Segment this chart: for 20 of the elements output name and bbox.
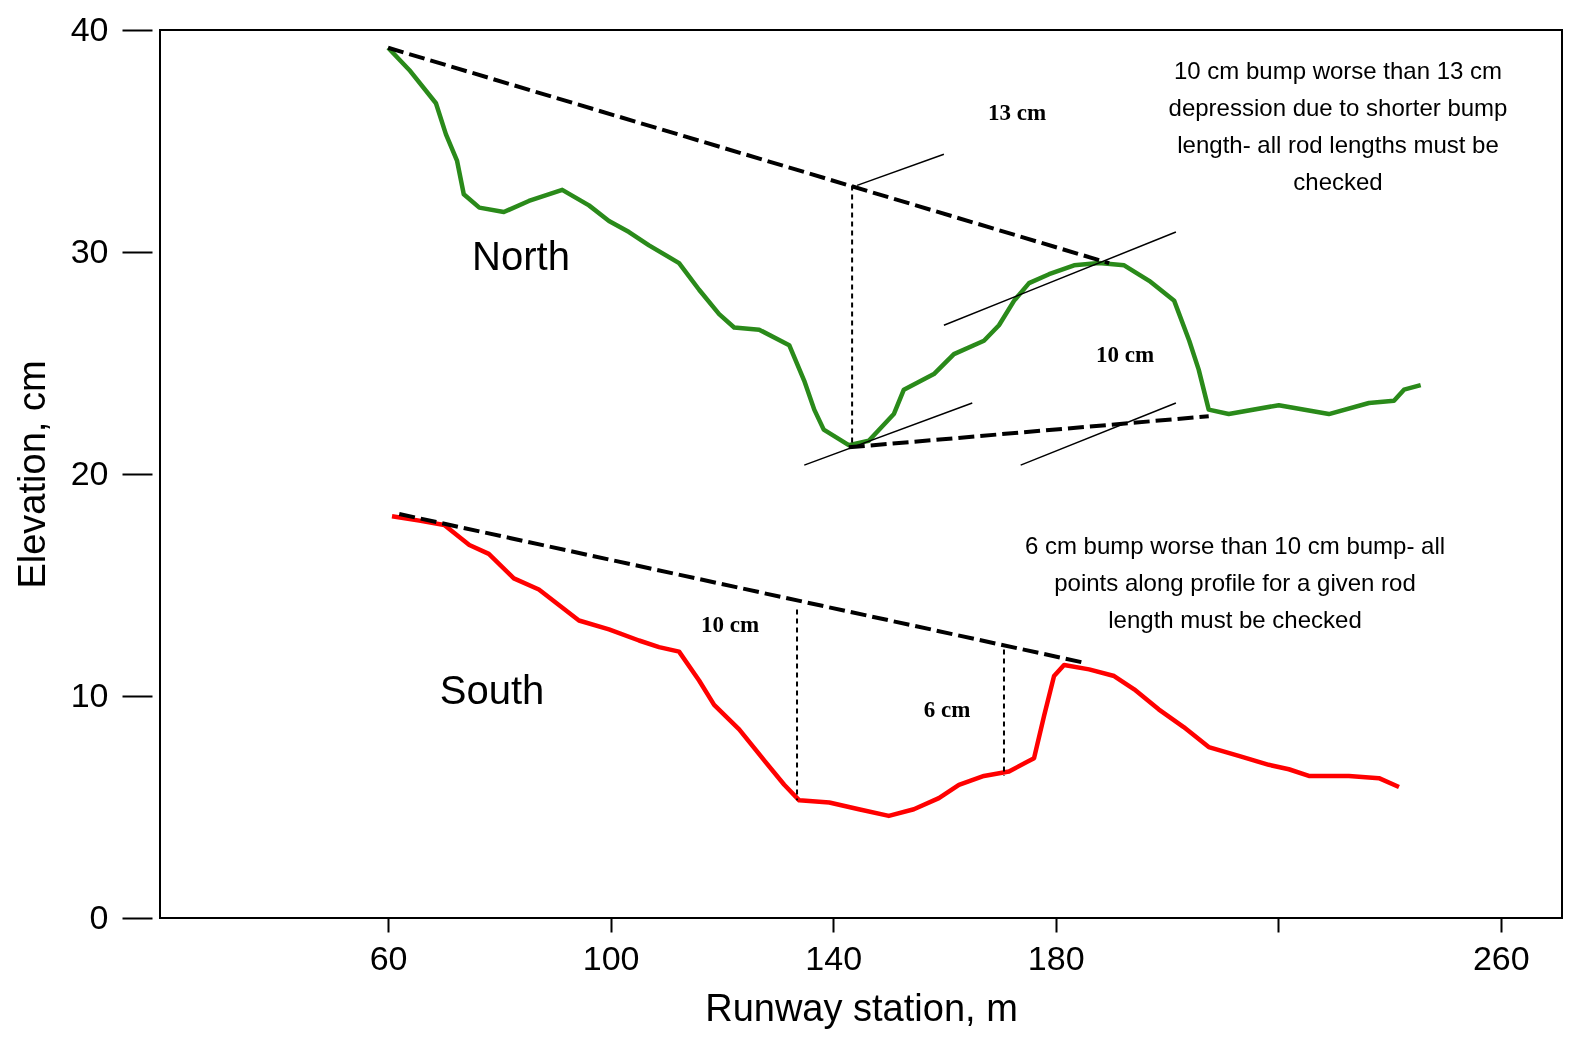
y-tick-label: 20 xyxy=(70,453,109,492)
annotation: 10 cm bump worse than 13 cm depression due to shorter bump length- all rod lengths must be checked xyxy=(1168,57,1508,195)
x-tick-label: 140 xyxy=(805,938,863,977)
x-tick-label: 260 xyxy=(1472,938,1530,977)
annotation: 10 cm xyxy=(700,612,760,637)
y-tick-label: 0 xyxy=(89,897,109,936)
annotation: 6 cm xyxy=(923,697,971,722)
y-tick-label: 40 xyxy=(70,9,109,48)
y-axis-title: Elevation, cm xyxy=(10,360,53,589)
y-tick-label: 10 xyxy=(70,675,109,714)
x-tick-label: 180 xyxy=(1027,938,1085,977)
annotation: 10 cm xyxy=(1095,342,1155,367)
series-label: South xyxy=(439,668,545,712)
annotation: 13 cm xyxy=(987,100,1047,125)
x-axis-title: Runway station, m xyxy=(705,986,1018,1029)
y-tick-label: 30 xyxy=(70,231,109,270)
annotation: 6 cm bump worse than 10 cm bump- all points along profile for a given rod length must be checked xyxy=(1024,532,1446,633)
series-label: North xyxy=(472,234,570,278)
x-tick-label: 100 xyxy=(582,938,640,977)
x-tick-label: 60 xyxy=(369,938,408,977)
